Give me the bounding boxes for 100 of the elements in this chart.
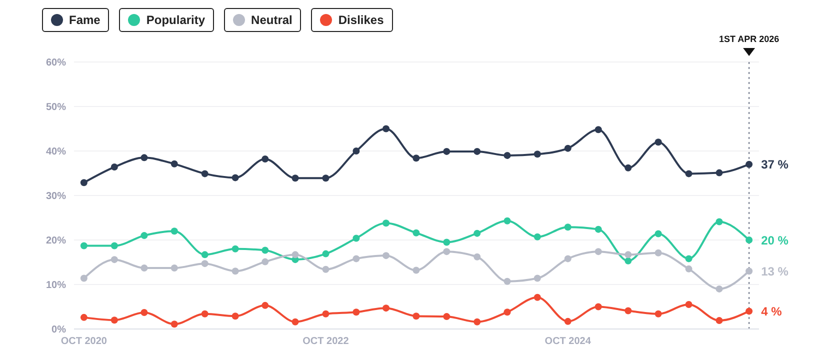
point [80,179,88,186]
point [110,316,118,324]
point [382,220,390,227]
ref-line-label: 1ST APR 2026 [718,34,780,44]
y-tick-label: 50% [46,102,66,114]
annotation: 4 % [761,304,782,318]
point [534,233,541,240]
y-tick-label: 0% [52,324,66,336]
point [746,236,753,244]
point [292,318,299,326]
point [564,255,572,262]
point [594,303,602,310]
point [140,154,148,162]
point [716,285,723,292]
point [654,138,662,146]
y-tick-label: 20% [46,236,66,247]
point [443,313,450,320]
point [352,234,360,242]
point [292,174,299,182]
x-tick-label: OCT 2020 [60,336,108,348]
point [746,268,753,275]
point [624,257,632,264]
point [201,310,208,318]
legend-label: Neutral [224,8,302,32]
point [232,312,239,320]
point [564,144,572,152]
point [170,264,178,272]
point [110,242,118,250]
point [170,160,178,168]
annotation: 13 % [761,264,789,278]
point [716,317,723,324]
point [262,258,269,266]
point [262,246,269,254]
point [352,308,360,316]
point [80,274,88,282]
point [654,249,662,256]
point [262,156,269,163]
point [170,228,178,235]
point [262,302,269,309]
point [201,251,208,258]
point [504,278,511,285]
point [232,174,239,182]
point [504,217,511,224]
point [685,255,692,262]
point [232,245,239,252]
point [474,230,481,237]
point [352,148,360,154]
y-tick-label: 10% [46,280,66,292]
point [443,238,450,246]
point [382,125,390,132]
point [594,126,602,134]
point [140,232,148,240]
point [654,310,662,318]
point [322,266,330,273]
point [624,307,632,314]
point [474,253,481,260]
point [534,150,541,158]
point [504,152,511,159]
point [685,301,692,308]
y-tick-label: 40% [46,146,66,158]
point [685,265,692,272]
point [140,264,148,272]
point [201,170,208,178]
point [382,304,390,312]
point [594,248,602,256]
y-tick-label: 60% [46,58,66,69]
point [685,170,692,178]
point [504,308,511,316]
legend-label: Popularity [119,8,214,32]
point [232,268,239,275]
point [382,252,390,260]
point [412,312,420,320]
y-tick-label: 30% [46,191,66,202]
point [322,310,330,318]
point [443,248,450,256]
point [170,320,178,328]
point [201,260,208,268]
annotation: 37 % [761,158,789,172]
x-tick-label: OCT 2024 [544,336,592,348]
point [412,266,420,274]
legend-label: Fame [42,8,110,32]
point [564,318,572,325]
legend-label: Dislikes [311,8,393,32]
point [80,242,88,250]
point [624,164,632,172]
point [322,174,330,182]
point [594,226,602,233]
point [564,224,572,231]
x-tick-label: OCT 2022 [302,336,350,348]
point [534,294,541,301]
point [412,229,420,236]
point [716,218,723,226]
point [110,256,118,264]
point [443,148,450,155]
point [292,251,299,258]
point [716,169,723,176]
point [624,251,632,258]
point [474,148,481,155]
point [412,154,420,162]
point [352,255,360,262]
